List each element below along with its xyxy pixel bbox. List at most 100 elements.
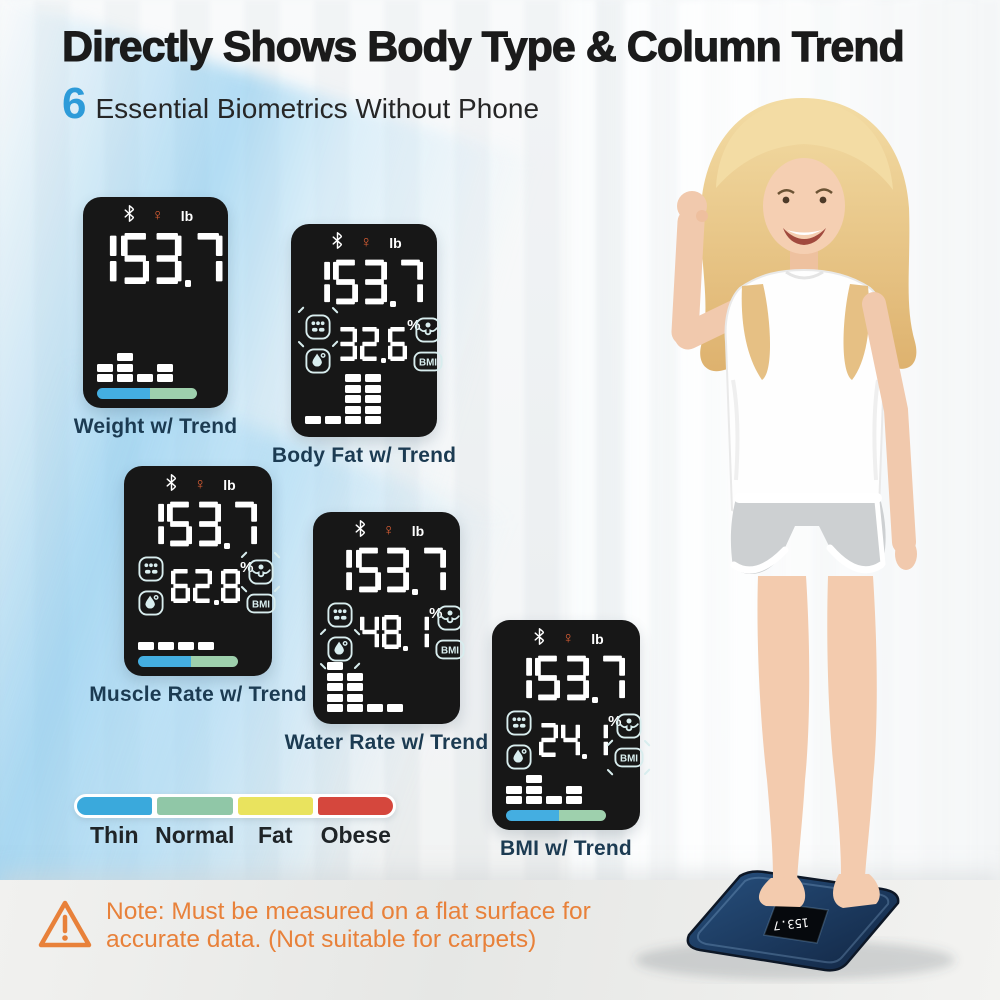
water-drop-icon [305, 348, 331, 374]
trend-bar-block [325, 416, 341, 424]
trend-bar-block [345, 405, 361, 414]
trend-bar-block [327, 662, 343, 670]
display-screen-water-rate: ♀ lb% BMI Water Rate w/ Trend [285, 512, 488, 754]
screen-caption: Water Rate w/ Trend [284, 731, 489, 754]
trend-range-pill [506, 810, 606, 821]
main-value [325, 545, 448, 595]
trend-bar-chart [327, 662, 448, 712]
selection-tick [319, 628, 327, 636]
leg-right [827, 576, 877, 876]
display-screen-bmi: ♀ lb% BMI BMI w/ Trend [492, 620, 651, 860]
page-title: Directly Shows Body Type & Column Trend [61, 23, 905, 72]
display-screen-weight: ♀ lb Weight w/ Trend [74, 197, 237, 438]
legend-segment-normal [157, 797, 233, 815]
trend-bar-block [345, 416, 361, 424]
fat-cells-icon [138, 556, 164, 582]
decimal-dot [412, 588, 418, 595]
pill-normal-segment [150, 388, 197, 399]
note-line-2: accurate data. (Not suitable for carpets… [106, 926, 537, 953]
svg-text:BMI: BMI [252, 599, 270, 610]
trend-bar-block [347, 693, 363, 702]
spacer [136, 616, 260, 642]
trend-bar-column [158, 642, 174, 650]
trend-bar-column [305, 416, 321, 424]
trend-bar-chart [305, 374, 425, 424]
trend-bar-block [117, 374, 133, 382]
body-type-legend-bar [74, 794, 396, 818]
decimal-dot [381, 358, 386, 363]
screen-status-row: ♀ lb [95, 205, 216, 226]
trend-bar-block [117, 353, 133, 361]
secondary-value-digits [359, 613, 431, 651]
bluetooth-icon [355, 520, 366, 542]
trend-range-pill [138, 656, 238, 667]
svg-text:BMI: BMI [419, 357, 437, 368]
trend-bar-block [327, 704, 343, 712]
hair-front [716, 100, 893, 190]
bmi-badge-icon: BMI [606, 738, 651, 776]
screen-caption: Body Fat w/ Trend [271, 444, 457, 467]
fat-cells-icon [506, 710, 532, 736]
screen-caption: Weight w/ Trend [73, 415, 238, 438]
trend-bar-block [137, 374, 153, 382]
trend-bar-block [345, 374, 361, 382]
water-drop-icon [138, 590, 164, 616]
muscle-body-icon [615, 712, 642, 739]
female-gender-icon: ♀ [360, 234, 373, 251]
metric-row: % BMI [136, 550, 281, 616]
secondary-value-digits [337, 325, 409, 363]
trend-bar-block [347, 683, 363, 691]
trend-bar-block [157, 363, 173, 372]
trend-bar-block [198, 642, 214, 650]
spacer [95, 287, 216, 353]
model-photo: 153.7 [635, 98, 955, 980]
bmi-badge-icon: BMI [412, 351, 443, 372]
trend-bar-block [157, 374, 173, 382]
pill-normal-segment [559, 810, 606, 821]
main-value-digits [505, 653, 627, 703]
trend-bar-block [526, 796, 542, 804]
subtitle-count: 6 [62, 79, 87, 128]
secondary-value: % [538, 713, 622, 759]
trend-bar-block [365, 405, 381, 414]
page-subtitle: 6 Essential Biometrics Without Phone [62, 82, 539, 126]
metric-icons-right: BMI [412, 316, 443, 372]
foot-right [833, 874, 880, 908]
main-value [136, 499, 260, 549]
bluetooth-icon [166, 474, 177, 496]
trend-bar-block [97, 374, 113, 382]
scale-display-value: 153.7 [772, 915, 809, 933]
main-value [303, 257, 425, 307]
decimal-dot [214, 600, 219, 605]
muscle-body-icon [240, 550, 281, 593]
trend-bar-block [566, 785, 582, 794]
trend-bar-block [506, 785, 522, 794]
secondary-value-digits [538, 721, 610, 759]
trend-bar-chart [506, 775, 628, 804]
screen-panel-muscle-rate: ♀ lb % BMI [124, 466, 281, 676]
metric-row: % BMI [297, 306, 443, 374]
legend-label-fat: Fat [258, 822, 293, 848]
pill-thin-segment [97, 388, 150, 399]
note-block: Note: Must be measured on a flat surface… [36, 898, 591, 954]
decimal-dot [403, 646, 408, 651]
trend-bar-block [178, 642, 194, 650]
legend-label-thin: Thin [89, 822, 139, 848]
trend-bar-column [138, 642, 154, 650]
fat-cells-icon [297, 306, 339, 348]
pill-thin-segment [138, 656, 191, 667]
screen-panel-body-fat: ♀ lb% BMI [291, 224, 443, 437]
fat-cells-icon [327, 602, 353, 628]
bluetooth-icon [534, 628, 545, 650]
unit-label: lb [180, 208, 194, 224]
trend-bar-column [387, 704, 403, 712]
main-value [504, 653, 628, 703]
screen-caption: Muscle Rate w/ Trend [89, 683, 307, 706]
main-value-digits [86, 230, 225, 287]
trend-bar-block [117, 363, 133, 372]
female-gender-icon: ♀ [562, 630, 575, 647]
trend-bar-block [546, 796, 562, 804]
trend-bar-block [138, 642, 154, 650]
screen-status-row: ♀ lb [136, 474, 260, 496]
